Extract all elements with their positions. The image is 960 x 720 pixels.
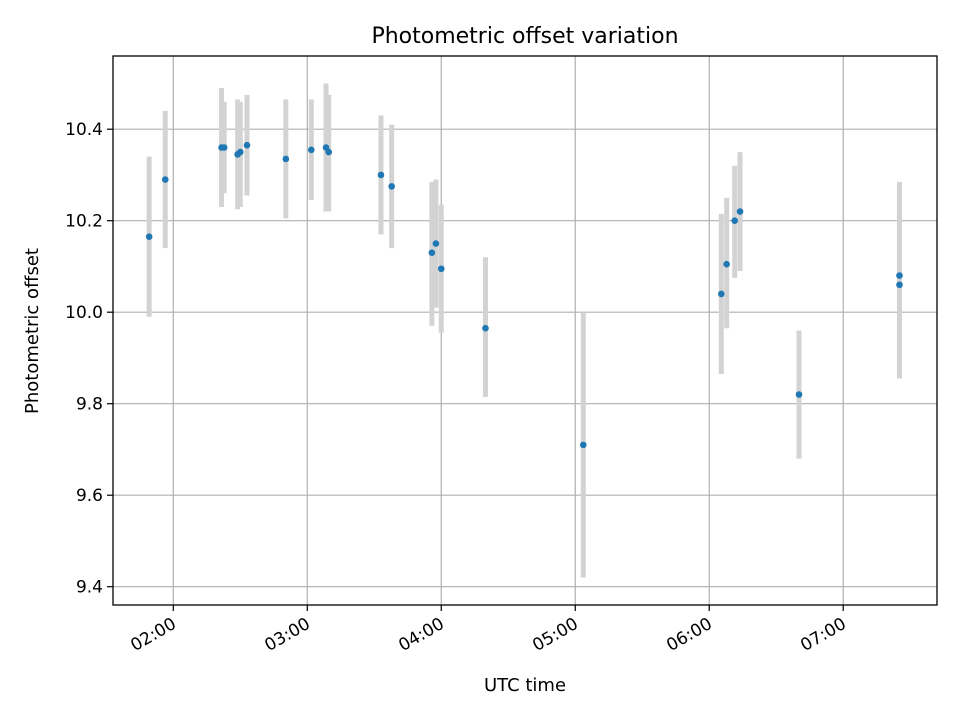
y-tick-label: 9.8 [76, 395, 103, 415]
y-tick-label: 9.4 [76, 578, 103, 598]
x-axis-label: UTC time [484, 675, 566, 696]
plot-frame [112, 55, 938, 606]
x-tick-label: 02:00 [127, 614, 179, 656]
grid [113, 56, 937, 605]
x-tick-label: 04:00 [395, 614, 447, 656]
data-point [717, 290, 725, 298]
data-point [145, 233, 153, 241]
data-point [220, 144, 228, 151]
data-point [236, 148, 244, 156]
chart-title: Photometric offset variation [371, 24, 678, 49]
data-point [282, 155, 290, 163]
y-axis-label: Photometric offset [22, 248, 43, 414]
data-point [432, 240, 440, 247]
x-tick-label: 06:00 [663, 614, 715, 656]
y-tick-label: 10.0 [65, 303, 103, 323]
y-tick-label: 10.4 [65, 120, 103, 140]
y-tick-label: 10.2 [65, 212, 103, 232]
data-point [723, 260, 730, 268]
data-points [145, 141, 903, 449]
data-point [161, 176, 169, 183]
x-tick-label: 05:00 [529, 614, 581, 656]
data-point [388, 183, 395, 190]
data-point [377, 171, 385, 179]
y-tick-label: 9.6 [76, 486, 103, 506]
data-point [482, 324, 489, 332]
x-tick-label: 07:00 [797, 614, 849, 656]
axis-ticks: 02:00 03:00 04:00 05:00 06:00 07:00 9.4 9.6 9.8 1… [65, 120, 850, 656]
data-point [243, 141, 251, 149]
data-point [307, 146, 315, 154]
data-point [896, 272, 903, 279]
data-point [437, 265, 445, 273]
data-point [325, 148, 333, 156]
data-point [795, 391, 803, 398]
data-point [736, 208, 744, 215]
x-tick-label: 03:00 [261, 614, 313, 656]
data-point [731, 217, 738, 224]
data-point [428, 249, 436, 257]
data-point [896, 281, 903, 289]
data-point [579, 441, 587, 449]
error-bars [146, 83, 902, 578]
